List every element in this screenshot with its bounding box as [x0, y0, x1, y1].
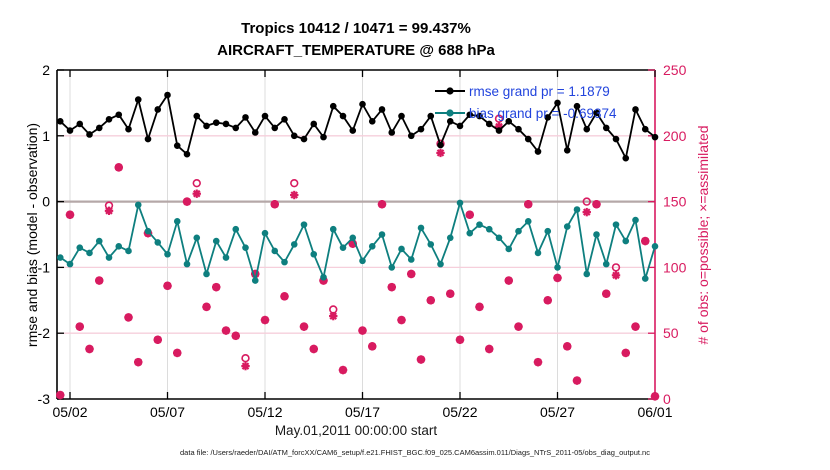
chart-subtitle: AIRCRAFT_TEMPERATURE @ 688 hPa [217, 42, 495, 59]
svg-text:05/17: 05/17 [345, 404, 380, 420]
svg-text:0: 0 [42, 194, 50, 210]
svg-text:05/02: 05/02 [52, 404, 87, 420]
svg-text:-1: -1 [38, 259, 51, 275]
legend-row-rmse: rmse grand pr = 1.1879 [435, 80, 616, 102]
svg-text:150: 150 [663, 194, 687, 210]
svg-text:05/22: 05/22 [442, 404, 477, 420]
bias-line-swatch-icon [435, 109, 465, 117]
legend-row-bias: bias grand pr = -0.69374 [435, 102, 616, 124]
svg-text:-2: -2 [38, 325, 51, 341]
svg-text:200: 200 [663, 128, 687, 144]
svg-text:05/27: 05/27 [540, 404, 575, 420]
svg-text:2: 2 [42, 62, 50, 78]
legend-label-rmse: rmse grand pr = 1.1879 [469, 83, 610, 99]
chart-legend: rmse grand pr = 1.1879 bias grand pr = -… [435, 80, 616, 124]
rmse-line-swatch-icon [435, 87, 465, 95]
svg-text:0: 0 [663, 391, 671, 407]
svg-text:250: 250 [663, 62, 687, 78]
right-y-axis-label: # of obs: o=possible; ×=assimilated [695, 125, 711, 345]
svg-text:05/07: 05/07 [150, 404, 185, 420]
data-file-path: data file: /Users/raeder/DAI/ATM_forcXX/… [180, 448, 650, 457]
x-axis-label: May.01,2011 00:00:00 start [274, 423, 438, 438]
svg-text:100: 100 [663, 259, 687, 275]
svg-text:06/01: 06/01 [637, 404, 672, 420]
svg-text:-3: -3 [38, 391, 51, 407]
svg-text:05/12: 05/12 [247, 404, 282, 420]
svg-text:50: 50 [663, 325, 679, 341]
left-y-axis-label: rmse and bias (model - observation) [24, 122, 40, 348]
chart-title: Tropics 10412 / 10471 = 99.437% [241, 20, 471, 37]
legend-label-bias: bias grand pr = -0.69374 [469, 105, 617, 121]
svg-text:1: 1 [42, 128, 50, 144]
